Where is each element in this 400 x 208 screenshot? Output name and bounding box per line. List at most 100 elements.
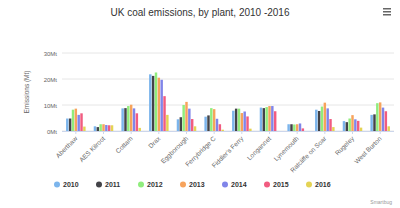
legend-label: 2014	[231, 181, 247, 188]
bar	[321, 107, 323, 131]
legend-marker	[54, 182, 60, 188]
bar	[207, 115, 209, 131]
x-tick-label: Lynemouth	[272, 134, 300, 162]
legend-item[interactable]: 2014	[222, 181, 247, 188]
x-tick-label: Longannet	[246, 135, 274, 163]
bar	[80, 113, 82, 131]
bar	[105, 125, 107, 131]
bar	[136, 113, 138, 131]
bar	[379, 102, 381, 131]
bar	[188, 109, 190, 131]
bar	[182, 105, 184, 131]
y-tick-label: 10Mt	[44, 103, 58, 109]
bar	[238, 109, 240, 131]
bar	[97, 127, 99, 131]
legend-marker	[222, 182, 228, 188]
bar	[293, 125, 295, 132]
bar	[127, 106, 129, 131]
bar	[124, 108, 126, 131]
x-tick-label: AES Kilroot	[78, 135, 107, 164]
legend-item[interactable]: 2013	[180, 181, 205, 188]
legend-label: 2016	[315, 181, 331, 188]
bar	[265, 107, 267, 131]
menu-line	[383, 8, 391, 10]
bar	[348, 119, 350, 131]
bar	[152, 76, 154, 131]
bar	[94, 126, 96, 131]
x-tick	[158, 131, 159, 134]
bar	[376, 103, 378, 131]
bar	[210, 108, 212, 131]
x-tick	[103, 131, 104, 134]
bar	[204, 117, 206, 131]
legend-item[interactable]: 2012	[138, 181, 163, 188]
bar	[155, 73, 157, 132]
y-tick-label: 20Mt	[44, 77, 58, 83]
bar	[329, 119, 331, 131]
legend-marker	[138, 182, 144, 188]
x-tick-label: Rugeley	[333, 134, 356, 157]
bar	[66, 119, 68, 131]
legend: 2010 2011 2012 2013 2014 2015 2016	[54, 181, 331, 188]
bars	[66, 73, 390, 132]
legend-label: 2011	[105, 181, 120, 188]
bar	[219, 124, 221, 131]
bar	[69, 119, 71, 131]
bar	[287, 124, 289, 131]
y-tick-label: 30Mt	[44, 51, 58, 57]
legend-item[interactable]: 2016	[306, 181, 331, 188]
x-tick	[75, 131, 76, 134]
chart: UK coal emissions, by plant, 2010 -20160…	[0, 0, 400, 208]
x-tick-label: Fiddler's Ferry	[210, 134, 245, 169]
x-tick	[269, 131, 270, 134]
bar	[274, 111, 276, 131]
bar	[249, 129, 251, 131]
legend-item[interactable]: 2015	[264, 181, 289, 188]
x-tick-label: Drax	[147, 134, 162, 149]
bar	[302, 128, 304, 131]
bar	[99, 124, 101, 131]
legend-label: 2013	[189, 181, 205, 188]
bar	[351, 115, 353, 131]
bar	[160, 80, 162, 131]
x-tick	[324, 131, 325, 134]
menu-icon[interactable]	[383, 8, 391, 16]
legend-item[interactable]: 2011	[96, 181, 120, 188]
x-tick-label: West Burton	[353, 134, 383, 164]
bar	[263, 108, 265, 131]
bar	[343, 121, 345, 131]
legend-label: 2012	[147, 181, 163, 188]
grid-line	[62, 53, 394, 54]
x-tick	[241, 131, 242, 134]
legend-marker	[180, 182, 186, 188]
bar	[213, 109, 215, 131]
bar	[354, 119, 356, 131]
bar	[149, 74, 151, 131]
bar	[346, 122, 348, 131]
legend-label: 2015	[273, 181, 289, 188]
bar	[382, 108, 384, 131]
bar	[108, 125, 110, 131]
x-labels: AberthawAES KilrootCottamDraxEggboroughF…	[54, 131, 383, 174]
bar	[246, 116, 248, 131]
x-tick	[214, 131, 215, 134]
bar	[260, 108, 262, 131]
bar	[373, 114, 375, 131]
menu-line	[383, 14, 391, 16]
bar	[77, 115, 79, 131]
menu-line	[383, 11, 391, 13]
bar	[177, 119, 179, 131]
bar	[385, 111, 387, 131]
bar	[166, 115, 168, 131]
bar	[360, 128, 362, 131]
legend-marker	[306, 182, 312, 188]
bar	[235, 109, 237, 131]
legend-item[interactable]: 2010	[54, 181, 79, 188]
bar	[163, 96, 165, 131]
bar	[304, 131, 306, 132]
y-tick-label: 0Mt	[47, 129, 57, 135]
bar	[332, 127, 334, 131]
y-axis-title: Emissions (Mt)	[23, 71, 31, 114]
bar	[221, 130, 223, 131]
legend-label: 2010	[63, 181, 79, 188]
